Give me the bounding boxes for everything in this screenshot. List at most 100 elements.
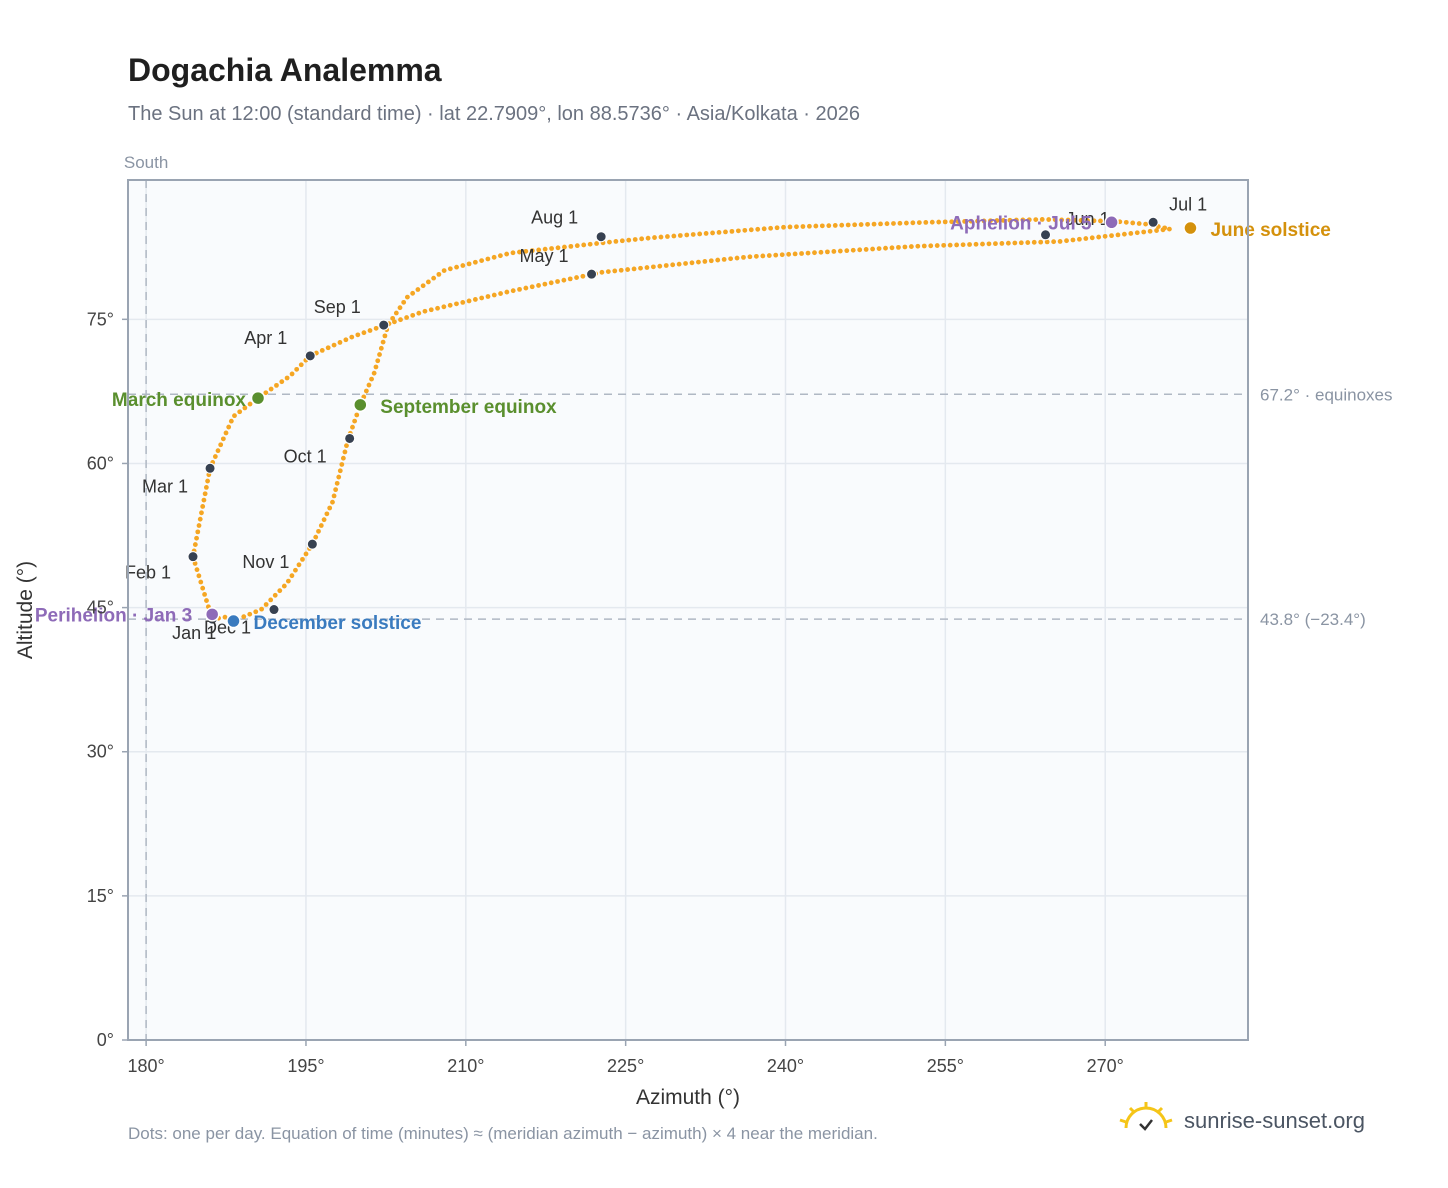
daily-sun-dot bbox=[415, 287, 421, 292]
daily-sun-dot bbox=[460, 299, 466, 305]
daily-sun-dot bbox=[202, 491, 208, 497]
daily-sun-dot bbox=[454, 301, 459, 307]
daily-sun-dot bbox=[897, 220, 903, 226]
daily-sun-dot bbox=[794, 224, 799, 230]
daily-sun-dot bbox=[401, 299, 407, 305]
daily-sun-dot bbox=[202, 591, 207, 597]
daily-sun-dot bbox=[472, 297, 478, 302]
daily-sun-dot bbox=[753, 253, 759, 259]
daily-sun-dot bbox=[542, 246, 548, 252]
daily-sun-dot bbox=[850, 247, 856, 253]
daily-sun-dot bbox=[542, 281, 548, 287]
daily-sun-dot bbox=[1076, 236, 1082, 242]
daily-sun-dot bbox=[350, 424, 355, 430]
daily-sun-dot bbox=[404, 294, 410, 300]
daily-sun-dot bbox=[398, 317, 403, 323]
daily-sun-dot bbox=[587, 241, 593, 247]
daily-sun-dot bbox=[1134, 230, 1140, 236]
brand-logo[interactable]: sunrise-sunset.org bbox=[1118, 1100, 1365, 1141]
month-marker-dot bbox=[595, 231, 607, 243]
daily-sun-dot bbox=[716, 230, 722, 235]
daily-sun-dot bbox=[962, 218, 968, 224]
daily-sun-dot bbox=[198, 579, 204, 585]
month-marker-label: Mar 1 bbox=[142, 476, 188, 496]
daily-sun-dot bbox=[942, 219, 948, 225]
daily-sun-dot bbox=[949, 219, 955, 225]
daily-sun-dot bbox=[1007, 217, 1013, 223]
daily-sun-dot bbox=[613, 239, 619, 244]
daily-sun-dot bbox=[787, 224, 793, 230]
brand-name: sunrise-sunset.org bbox=[1184, 1107, 1365, 1133]
daily-sun-dot bbox=[710, 230, 715, 236]
daily-sun-dot bbox=[281, 583, 287, 589]
daily-sun-dot bbox=[1098, 218, 1103, 224]
daily-sun-dot bbox=[369, 376, 374, 382]
daily-sun-dot bbox=[337, 468, 343, 474]
daily-sun-dot bbox=[517, 249, 522, 255]
y-tick-label: 75° bbox=[87, 309, 114, 329]
daily-sun-dot bbox=[792, 251, 798, 257]
daily-sun-dot bbox=[337, 340, 343, 345]
daily-sun-dot bbox=[232, 413, 237, 419]
daily-sun-dot bbox=[272, 592, 278, 598]
daily-sun-dot bbox=[325, 345, 331, 351]
y-tick-label: 45° bbox=[87, 598, 114, 618]
x-axis-label: Azimuth (°) bbox=[636, 1086, 740, 1109]
event-marker-label: June solstice bbox=[1210, 220, 1330, 241]
daily-sun-dot bbox=[303, 551, 309, 557]
daily-sun-dot bbox=[1091, 218, 1097, 224]
daily-sun-dot bbox=[729, 228, 735, 234]
daily-sun-dot bbox=[676, 261, 682, 267]
daily-sun-dot bbox=[805, 250, 811, 256]
daily-sun-dot bbox=[485, 294, 491, 299]
daily-sun-dot bbox=[491, 292, 497, 298]
daily-sun-dot bbox=[548, 280, 554, 286]
daily-sun-dot bbox=[344, 443, 349, 449]
daily-sun-dot bbox=[479, 258, 485, 264]
daily-sun-dot bbox=[410, 312, 416, 318]
daily-sun-dot bbox=[708, 258, 714, 264]
daily-sun-dot bbox=[631, 266, 637, 272]
x-tick-label: 210° bbox=[447, 1056, 484, 1076]
daily-sun-dot bbox=[1072, 217, 1077, 223]
daily-sun-dot bbox=[858, 222, 864, 227]
south-label: South bbox=[124, 153, 168, 172]
daily-sun-dot bbox=[485, 256, 491, 262]
daily-sun-dot bbox=[988, 218, 993, 224]
daily-sun-dot bbox=[1059, 217, 1065, 223]
daily-sun-dot bbox=[832, 223, 838, 228]
daily-sun-dot bbox=[536, 247, 542, 253]
daily-sun-dot bbox=[1154, 228, 1159, 233]
daily-sun-dot bbox=[876, 246, 882, 252]
daily-sun-dot bbox=[619, 238, 625, 244]
daily-sun-dot bbox=[702, 259, 708, 264]
daily-sun-dot bbox=[921, 243, 927, 249]
daily-sun-dot bbox=[902, 244, 908, 250]
x-tick-label: 195° bbox=[287, 1056, 324, 1076]
daily-sun-dot bbox=[253, 609, 259, 615]
daily-sun-dot bbox=[561, 277, 567, 283]
daily-sun-dot bbox=[192, 561, 198, 566]
daily-sun-dot bbox=[454, 264, 459, 270]
daily-sun-dot bbox=[599, 269, 605, 275]
daily-sun-dot bbox=[393, 310, 399, 316]
event-marker-dot bbox=[226, 613, 241, 629]
daily-sun-dot bbox=[479, 295, 485, 301]
daily-sun-dot bbox=[523, 248, 529, 254]
daily-sun-dot bbox=[549, 246, 554, 251]
daily-sun-dot bbox=[1089, 235, 1095, 241]
month-marker-label: Jan 1 bbox=[172, 623, 216, 643]
daily-sun-dot bbox=[497, 253, 503, 259]
daily-sun-dot bbox=[296, 562, 302, 568]
daily-sun-dot bbox=[934, 243, 940, 248]
daily-sun-dot bbox=[844, 248, 850, 254]
daily-sun-dot bbox=[349, 334, 355, 340]
daily-sun-dot bbox=[1078, 218, 1084, 223]
daily-sun-dot bbox=[195, 529, 201, 535]
daily-sun-dot bbox=[1130, 220, 1136, 226]
daily-sun-dot bbox=[683, 261, 688, 266]
daily-sun-dot bbox=[658, 234, 664, 240]
daily-sun-dot bbox=[1046, 217, 1052, 222]
daily-sun-dot bbox=[361, 330, 367, 336]
daily-sun-dot bbox=[410, 290, 416, 296]
